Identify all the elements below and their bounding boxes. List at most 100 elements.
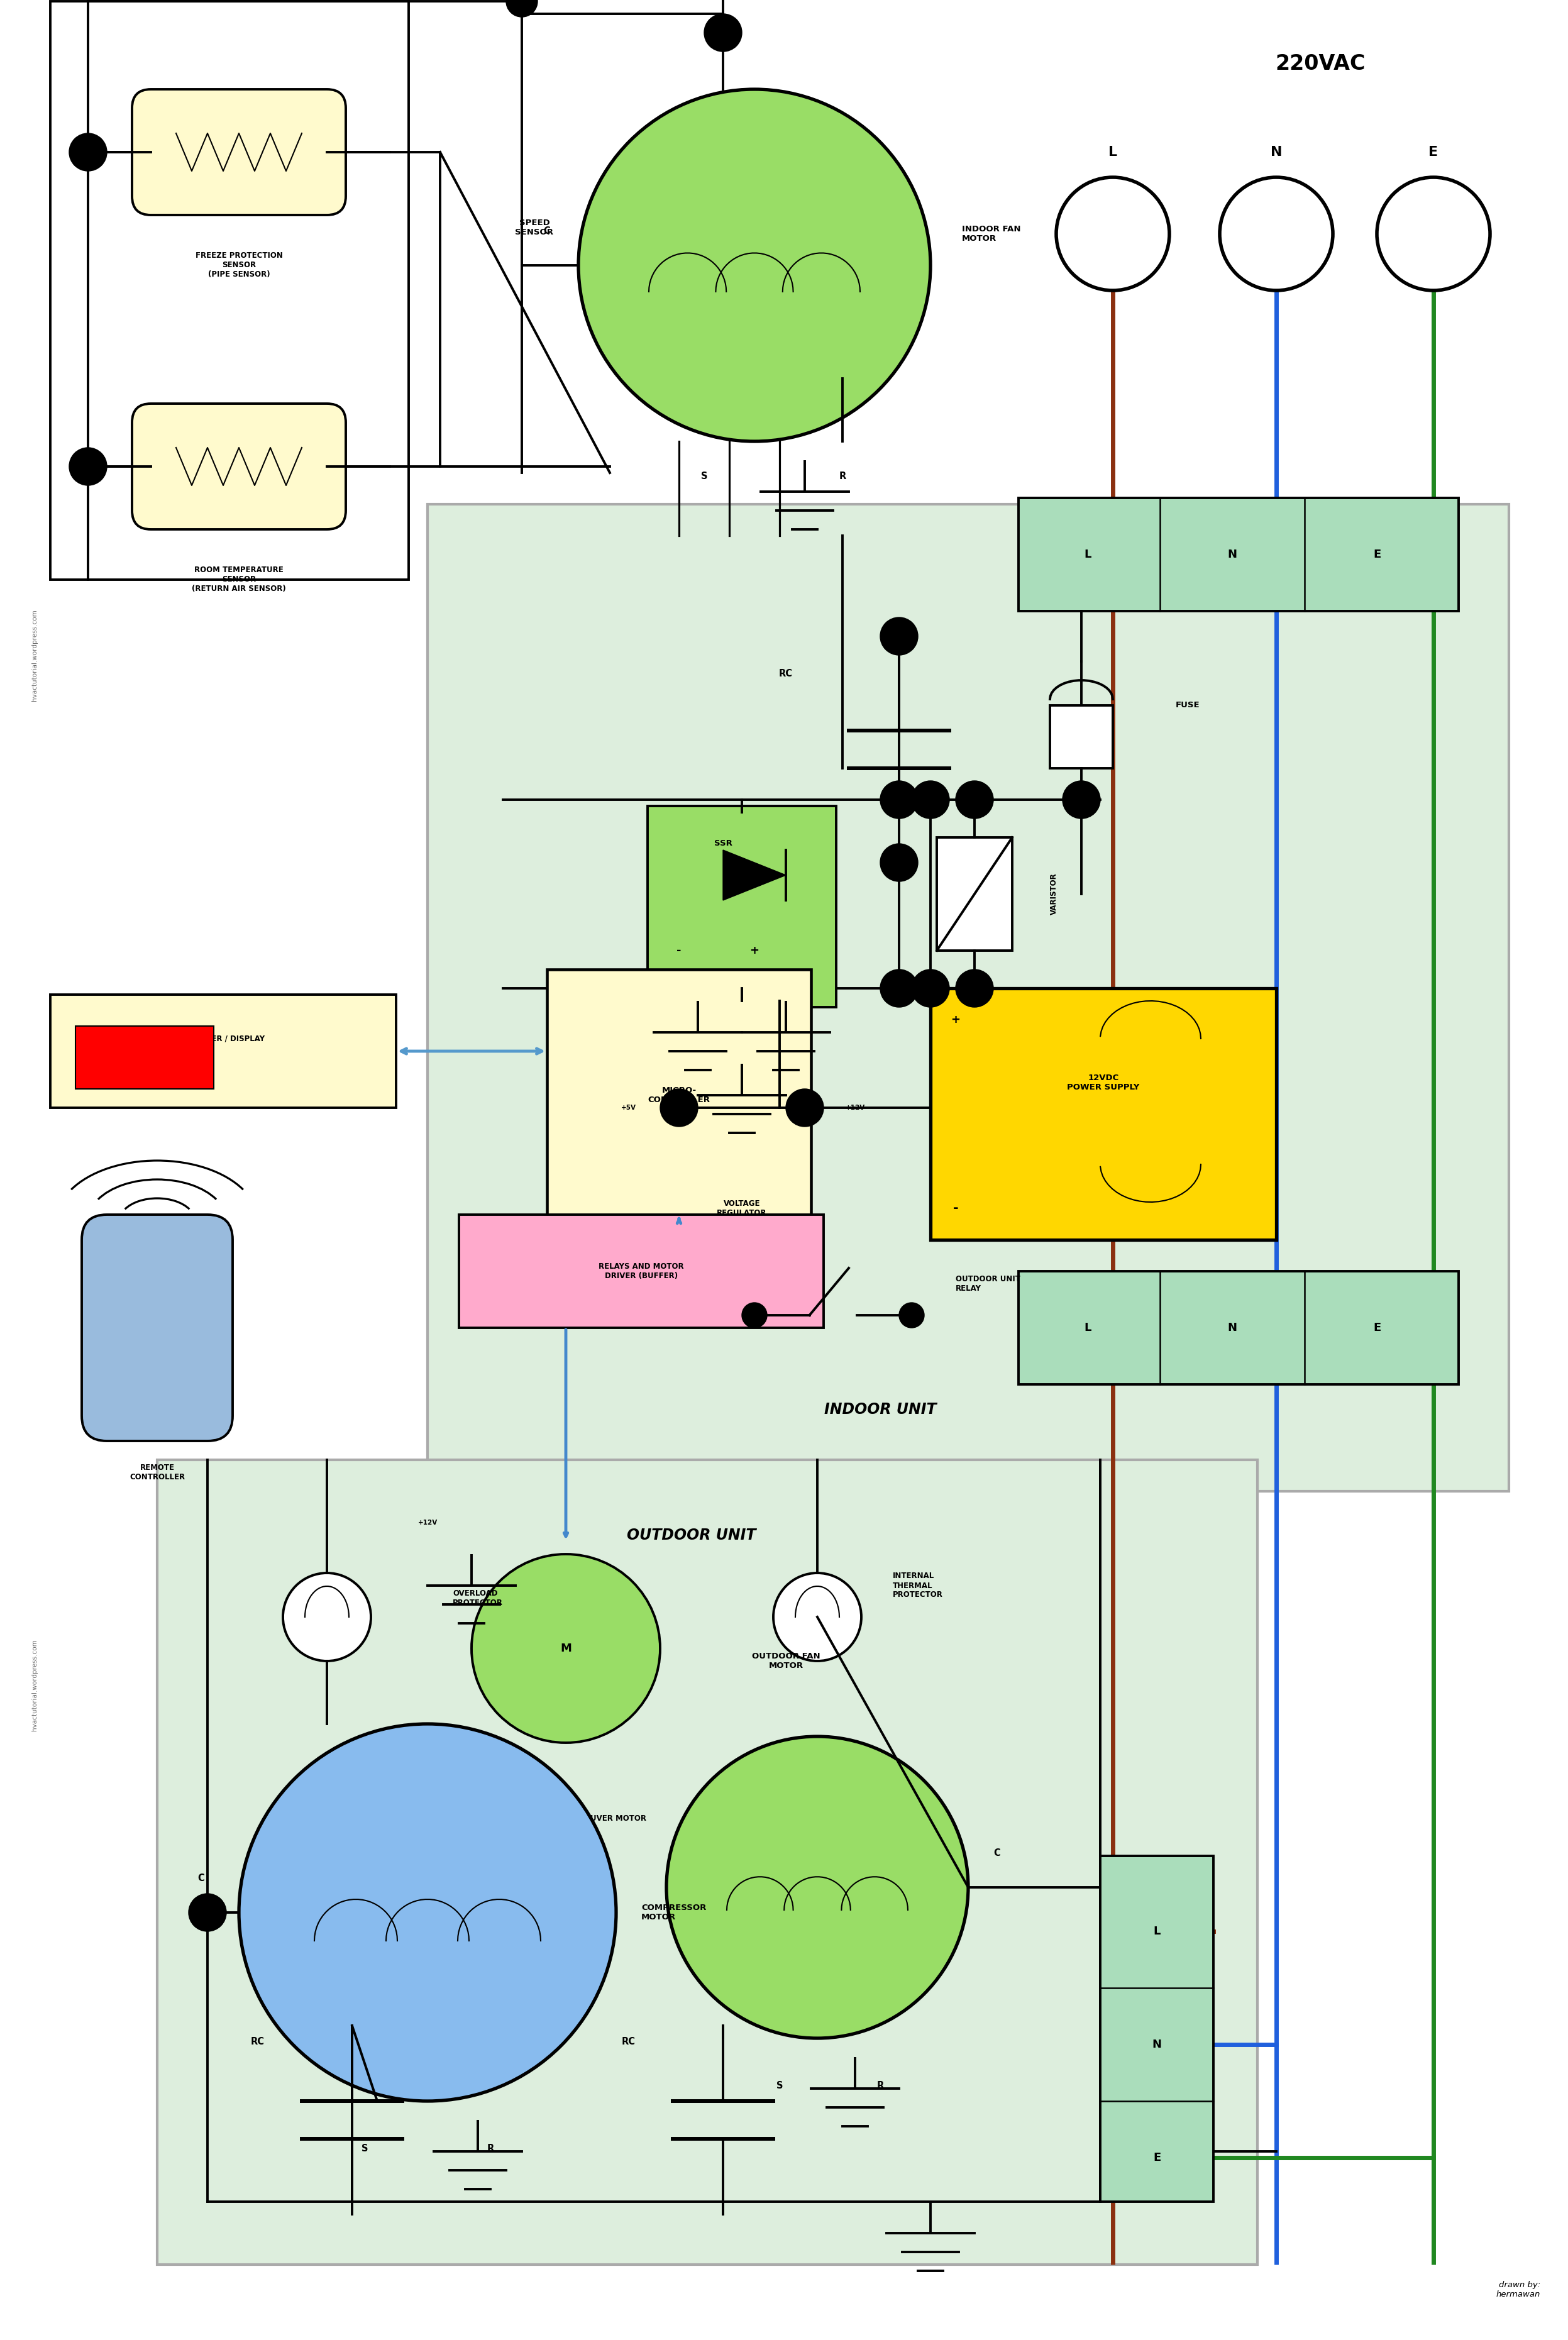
Text: RECEIVER / DISPLAY: RECEIVER / DISPLAY	[182, 1034, 265, 1044]
Text: N: N	[1228, 550, 1237, 559]
Text: -: -	[953, 1203, 958, 1214]
Circle shape	[666, 1736, 967, 2038]
Circle shape	[742, 1303, 767, 1327]
Text: OUTDOOR UNIT
RELAY: OUTDOOR UNIT RELAY	[955, 1275, 1021, 1292]
Circle shape	[786, 1088, 823, 1126]
Bar	[428, 503, 1508, 1491]
Circle shape	[880, 845, 917, 882]
Text: R: R	[877, 2080, 884, 2090]
Text: ROOM TEMPERATURE
SENSOR
(RETURN AIR SENSOR): ROOM TEMPERATURE SENSOR (RETURN AIR SENS…	[191, 566, 285, 592]
Text: E: E	[1428, 145, 1438, 159]
FancyBboxPatch shape	[82, 1214, 232, 1441]
Bar	[936, 838, 1013, 950]
Circle shape	[880, 969, 917, 1006]
Circle shape	[69, 133, 107, 171]
Text: M: M	[560, 1643, 571, 1654]
Text: S: S	[361, 2143, 368, 2153]
Text: +: +	[950, 1013, 960, 1025]
Text: SSR: SSR	[713, 840, 732, 847]
Bar	[75, 1025, 213, 1088]
Bar	[1051, 704, 1113, 768]
Text: INDOOR FAN
MOTOR: INDOOR FAN MOTOR	[961, 225, 1021, 243]
Text: RELAYS AND MOTOR
DRIVER (BUFFER): RELAYS AND MOTOR DRIVER (BUFFER)	[599, 1261, 684, 1280]
Text: OUTDOOR FAN
MOTOR: OUTDOOR FAN MOTOR	[751, 1652, 820, 1671]
Text: FUSE: FUSE	[1176, 702, 1200, 709]
Text: INTERNAL
THERMAL
PROTECTOR: INTERNAL THERMAL PROTECTOR	[892, 1572, 942, 1598]
Text: E: E	[1374, 550, 1381, 559]
Text: -: -	[677, 945, 682, 957]
FancyBboxPatch shape	[648, 805, 836, 1006]
Text: L: L	[1083, 1322, 1091, 1334]
Circle shape	[188, 1893, 226, 1930]
Text: FREEZE PROTECTION
SENSOR
(PIPE SENSOR): FREEZE PROTECTION SENSOR (PIPE SENSOR)	[196, 253, 282, 278]
Circle shape	[880, 782, 917, 819]
Text: hvactutorial.wordpress.com: hvactutorial.wordpress.com	[31, 1638, 38, 1732]
Circle shape	[1063, 782, 1101, 819]
Text: S: S	[776, 2080, 782, 2090]
Text: MICRO-
CONTROLLER: MICRO- CONTROLLER	[648, 1086, 710, 1104]
Text: SPEED
SENSOR: SPEED SENSOR	[516, 218, 554, 236]
Polygon shape	[723, 849, 786, 901]
Text: C: C	[198, 1874, 204, 1884]
Text: 220VAC: 220VAC	[1275, 54, 1366, 75]
Circle shape	[955, 782, 994, 819]
Text: +12V: +12V	[845, 1104, 866, 1111]
Text: L: L	[1152, 1926, 1160, 1938]
Text: C: C	[994, 1849, 1000, 1858]
FancyBboxPatch shape	[132, 402, 347, 529]
Circle shape	[898, 1303, 924, 1327]
Text: OUTDOOR UNIT: OUTDOOR UNIT	[627, 1528, 756, 1542]
Text: 12VDC
POWER SUPPLY: 12VDC POWER SUPPLY	[1068, 1074, 1140, 1090]
Bar	[679, 1076, 804, 1140]
Text: REMOTE
CONTROLLER: REMOTE CONTROLLER	[130, 1462, 185, 1481]
Text: hvactutorial.wordpress.com: hvactutorial.wordpress.com	[31, 608, 38, 702]
Circle shape	[506, 0, 538, 16]
Text: drawn by:
hermawan: drawn by: hermawan	[1496, 2281, 1540, 2298]
Text: +: +	[750, 945, 759, 957]
Bar	[1019, 498, 1458, 611]
Text: N: N	[1152, 2038, 1162, 2050]
Circle shape	[579, 89, 930, 442]
Text: +12V: +12V	[417, 1519, 437, 1526]
FancyBboxPatch shape	[132, 89, 347, 215]
Circle shape	[660, 1088, 698, 1126]
Text: E: E	[1374, 1322, 1381, 1334]
Circle shape	[773, 1572, 861, 1661]
Circle shape	[472, 1554, 660, 1743]
Text: E: E	[1152, 2153, 1160, 2164]
Bar	[157, 1460, 1258, 2265]
Bar	[50, 2, 409, 580]
Text: +5V: +5V	[621, 1104, 637, 1111]
Text: INDOOR UNIT: INDOOR UNIT	[825, 1402, 936, 1418]
Circle shape	[282, 1572, 372, 1661]
Text: C: C	[544, 227, 550, 236]
Text: RC: RC	[251, 2036, 265, 2047]
Circle shape	[955, 969, 994, 1006]
Text: OVERLOAD
PROTECTOR: OVERLOAD PROTECTOR	[453, 1589, 503, 1608]
Bar	[1019, 1271, 1458, 1385]
Bar	[547, 969, 811, 1221]
Bar	[930, 987, 1276, 1240]
Text: L: L	[1083, 550, 1091, 559]
Circle shape	[911, 782, 949, 819]
Circle shape	[238, 1725, 616, 2101]
Text: RC: RC	[622, 2036, 635, 2047]
Text: N: N	[1270, 145, 1283, 159]
Circle shape	[69, 447, 107, 484]
Text: N: N	[1228, 1322, 1237, 1334]
Circle shape	[704, 14, 742, 51]
Text: RC: RC	[779, 669, 793, 679]
Text: COMPRESSOR
MOTOR: COMPRESSOR MOTOR	[641, 1905, 706, 1921]
Text: SWING/LOUVER MOTOR: SWING/LOUVER MOTOR	[549, 1814, 646, 1823]
Bar	[459, 1214, 823, 1327]
Circle shape	[911, 969, 949, 1006]
Text: L: L	[1109, 145, 1118, 159]
Bar	[50, 994, 397, 1107]
Text: S: S	[701, 473, 707, 482]
Circle shape	[880, 618, 917, 655]
Text: VOLTAGE
REGULATOR: VOLTAGE REGULATOR	[717, 1200, 767, 1217]
Text: VARISTOR: VARISTOR	[1051, 873, 1058, 915]
Bar	[1101, 1856, 1214, 2202]
Text: R: R	[839, 473, 847, 482]
Text: R: R	[486, 2143, 494, 2153]
